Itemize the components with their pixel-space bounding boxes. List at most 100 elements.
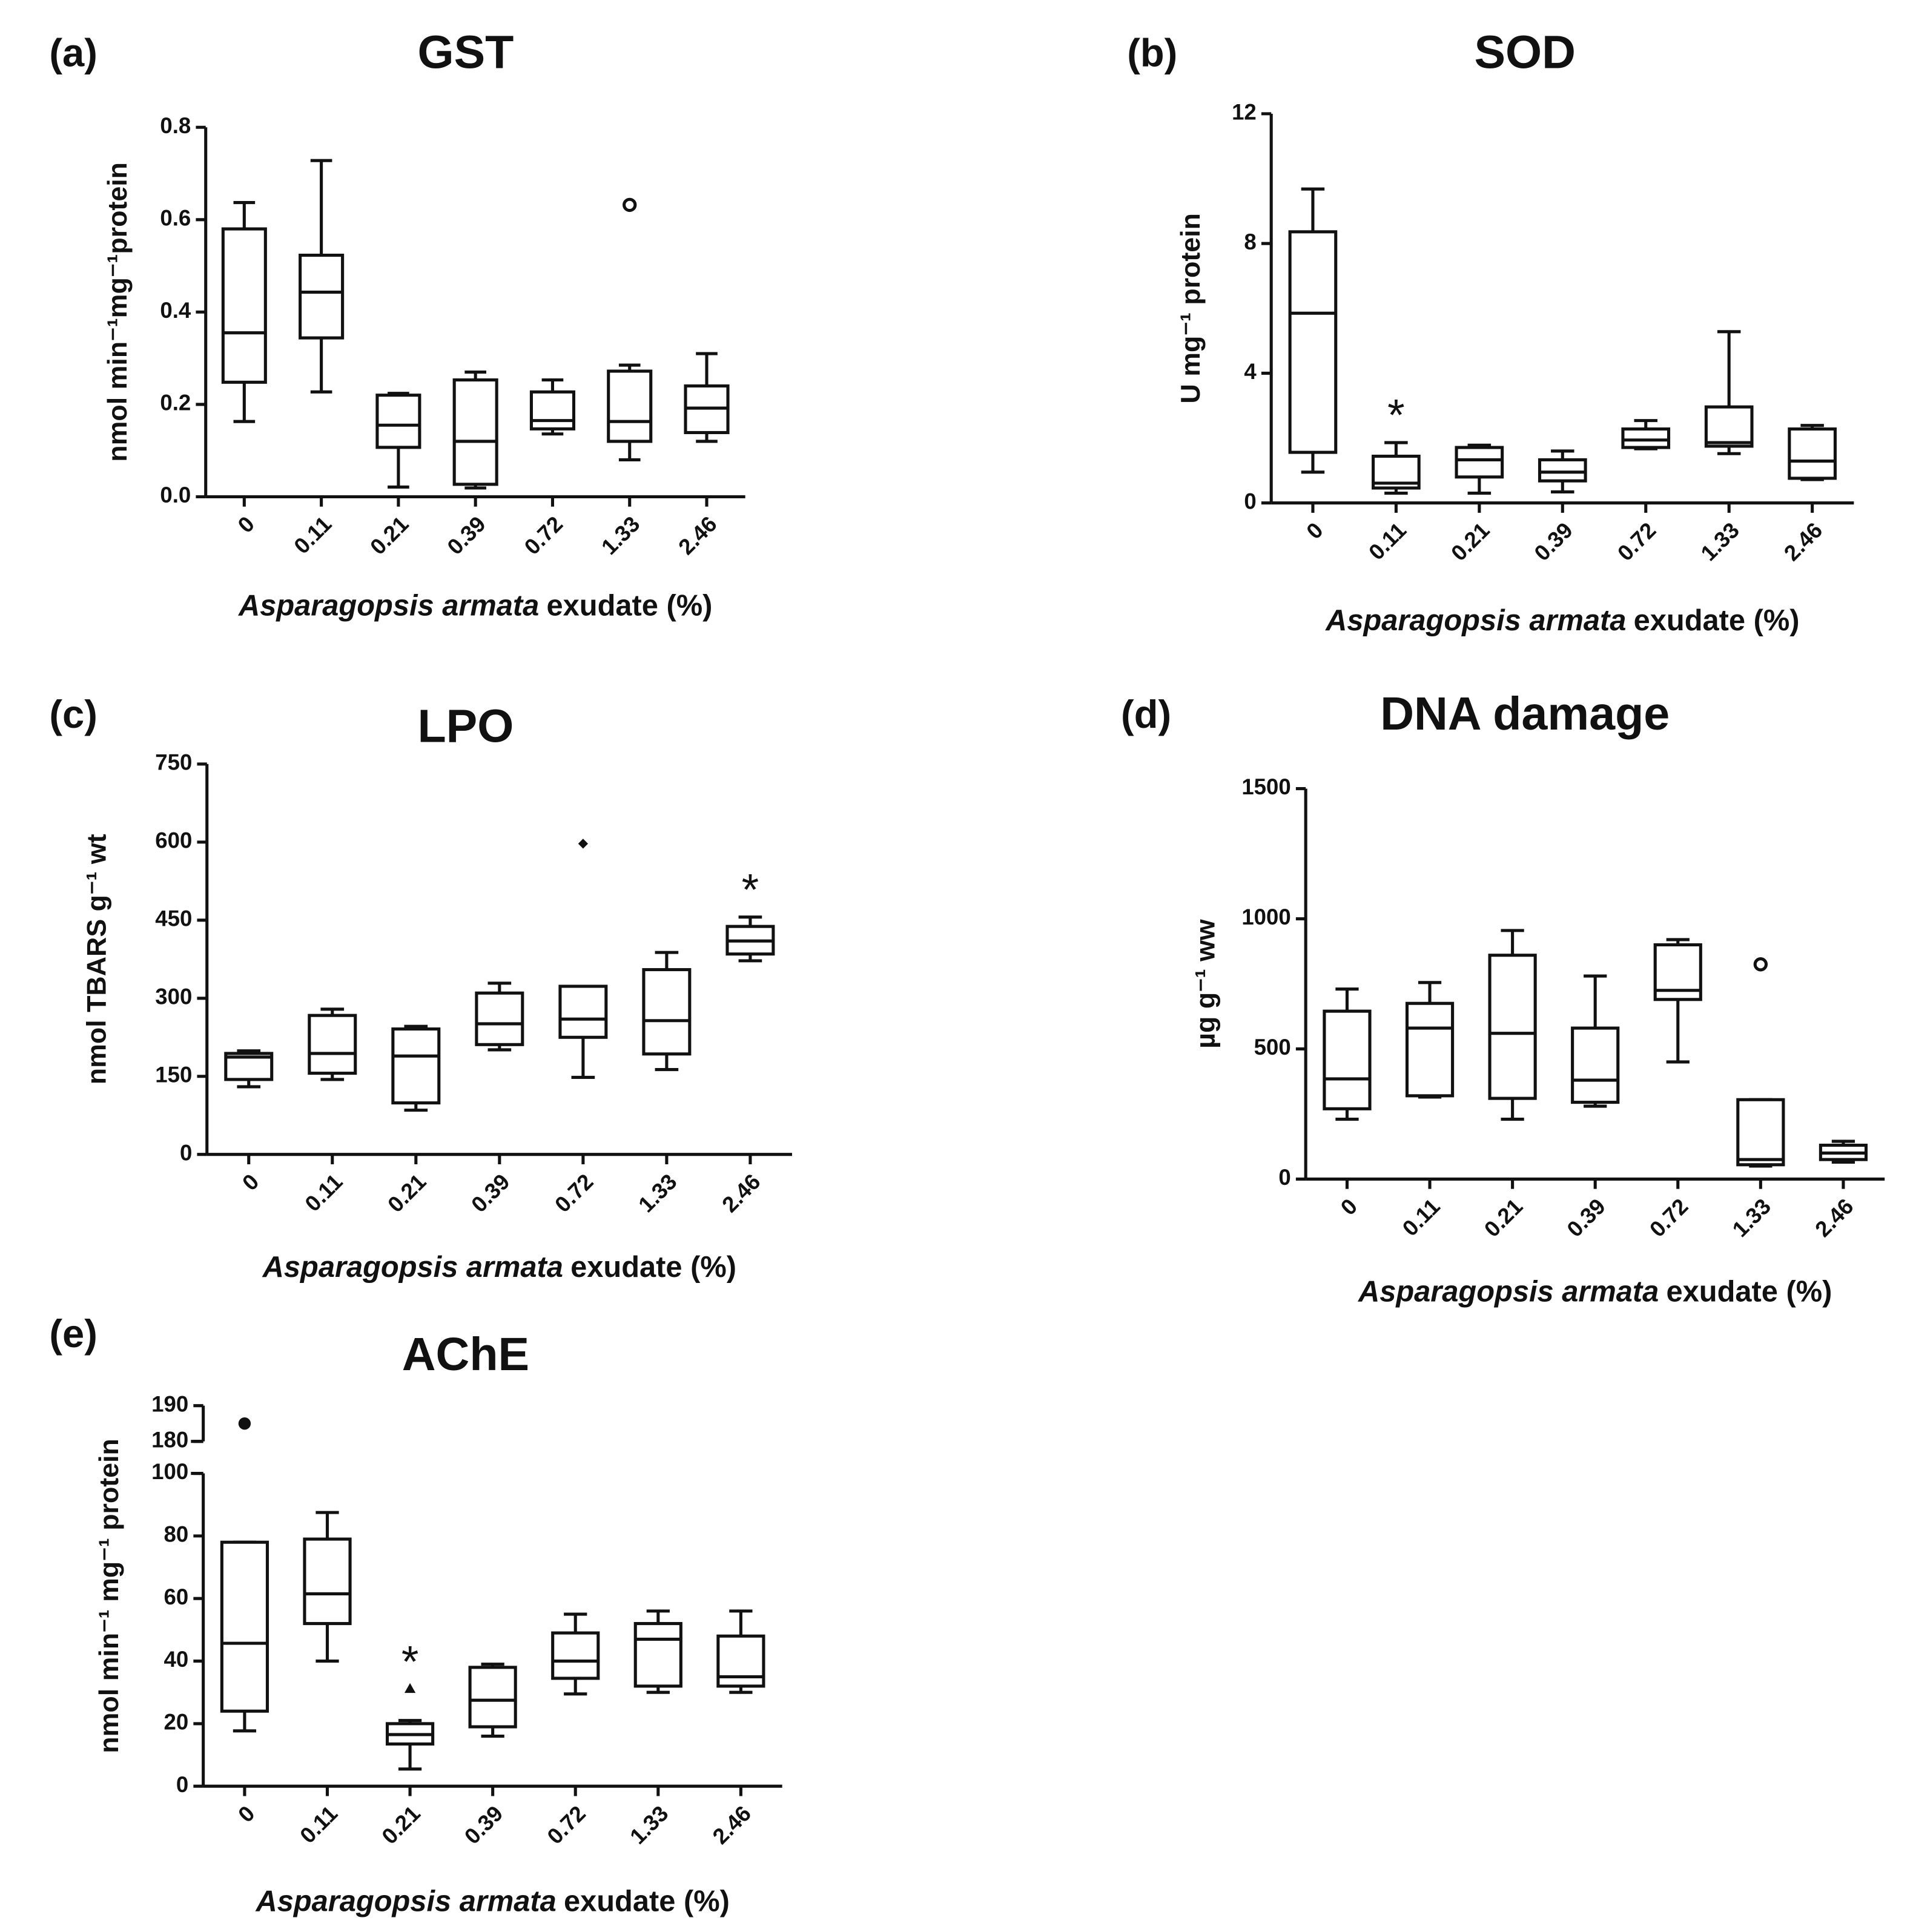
x-tick-label: 1.33 — [633, 1169, 681, 1217]
y-tick-label: 8 — [1244, 229, 1256, 254]
x-tick-label: 0.11 — [1398, 1194, 1445, 1241]
box — [716, 1634, 765, 1688]
box — [607, 369, 653, 443]
box — [299, 254, 345, 340]
x-axis-label-part: Asparagopsis armata — [262, 1251, 563, 1284]
y-tick-label: 600 — [155, 828, 192, 853]
chart-title: GST — [417, 27, 514, 79]
x-axis-label-part: exudate (%) — [546, 589, 712, 622]
panel-label: (d) — [1121, 692, 1171, 736]
significance-mark: * — [1387, 391, 1405, 440]
x-tick-label: 1.33 — [596, 512, 644, 559]
y-tick-label: 0.2 — [160, 391, 191, 415]
box — [1288, 230, 1338, 454]
y-tick-label: 190 — [151, 1391, 188, 1416]
x-axis-label: Asparagopsis armata exudate (%) — [262, 1251, 736, 1284]
x-tick-label: 0.11 — [295, 1801, 342, 1848]
x-tick-label: 0.39 — [466, 1169, 514, 1217]
x-tick-label: 0.39 — [460, 1801, 507, 1848]
x-tick-label: 1.33 — [625, 1801, 673, 1848]
box — [221, 227, 267, 384]
x-tick-label: 0.39 — [1562, 1194, 1610, 1242]
x-tick-label: 2.46 — [1810, 1194, 1858, 1242]
x-tick-label: 0 — [1336, 1194, 1362, 1220]
panel: (b) SOD U mg⁻¹ protein Asparagopsis armata e… — [1127, 27, 1854, 637]
x-tick-label: 0.21 — [365, 512, 413, 559]
box — [468, 1666, 517, 1729]
x-axis-label-part: Asparagopsis armata — [1358, 1275, 1659, 1308]
x-tick-label: 0.72 — [520, 512, 567, 559]
box — [1621, 427, 1671, 449]
y-tick-label: 0 — [180, 1140, 192, 1165]
box — [1704, 405, 1754, 448]
x-tick-label: 1.33 — [1728, 1194, 1776, 1242]
x-axis-label: Asparagopsis armata exudate (%) — [255, 1885, 729, 1917]
outlier — [623, 197, 637, 213]
axis-break — [191, 1440, 203, 1475]
box — [1538, 458, 1587, 483]
x-tick-label: 0.72 — [543, 1801, 590, 1848]
x-tick-label: 0.21 — [383, 1169, 431, 1217]
x-axis-label-part: Asparagopsis armata — [1325, 604, 1626, 637]
y-tick-label: 300 — [155, 984, 192, 1009]
y-tick-label: 180 — [151, 1427, 188, 1452]
y-tick-label: 500 — [1254, 1035, 1291, 1060]
x-tick-label: 0 — [233, 512, 259, 538]
y-tick-label: 0.0 — [160, 483, 191, 507]
chart-title: AChE — [402, 1328, 529, 1380]
box — [642, 968, 692, 1056]
outlier — [238, 1417, 251, 1430]
box — [391, 1027, 441, 1105]
y-tick-label: 40 — [164, 1647, 188, 1672]
panel: (c) LPO nmol TBARS g⁻¹ wt Asparagopsis arma… — [49, 692, 792, 1284]
box — [475, 991, 524, 1046]
x-tick-label: 0.21 — [1479, 1194, 1527, 1242]
box — [308, 1014, 357, 1075]
x-axis-label-part: exudate (%) — [564, 1885, 730, 1917]
box — [1571, 1026, 1620, 1104]
panel: (a) GST nmol min⁻¹mg⁻¹protein Asparagopsis … — [49, 27, 745, 622]
box — [375, 394, 421, 449]
y-tick-label: 80 — [164, 1522, 188, 1547]
y-tick-label: 0.6 — [160, 205, 191, 230]
y-tick-label: 0 — [1278, 1165, 1290, 1190]
panel-label: (e) — [49, 1311, 97, 1356]
x-tick-label: 0.21 — [1446, 518, 1494, 565]
box — [1736, 1098, 1785, 1167]
y-axis-label: µg g⁻¹ ww — [1190, 919, 1220, 1049]
x-tick-label: 0 — [237, 1169, 263, 1195]
x-tick-label: 2.46 — [717, 1169, 765, 1217]
box — [529, 390, 575, 430]
box — [558, 984, 608, 1039]
x-tick-label: 0.72 — [1613, 518, 1660, 565]
significance-mark: * — [742, 865, 759, 914]
x-tick-label: 0 — [233, 1801, 259, 1827]
x-tick-label: 2.46 — [673, 512, 721, 559]
y-axis-label: U mg⁻¹ protein — [1175, 213, 1206, 403]
box — [303, 1537, 352, 1626]
chart-title: LPO — [417, 700, 514, 752]
y-axis-label: nmol TBARS g⁻¹ wt — [82, 834, 112, 1084]
x-tick-label: 0.11 — [1364, 518, 1411, 565]
y-tick-label: 150 — [155, 1062, 192, 1087]
box — [1788, 427, 1837, 480]
y-tick-label: 1000 — [1241, 905, 1290, 929]
box — [1323, 1009, 1372, 1110]
panel: (d) DNA damage µg g⁻¹ ww Asparagopsis armat… — [1121, 688, 1885, 1308]
y-tick-label: 4 — [1244, 359, 1257, 384]
y-tick-label: 20 — [164, 1710, 188, 1735]
y-tick-label: 60 — [164, 1584, 188, 1609]
x-tick-label: 0.39 — [442, 512, 490, 559]
x-axis-label: Asparagopsis armata exudate (%) — [238, 589, 712, 622]
y-tick-label: 0 — [176, 1772, 188, 1797]
outlier — [1753, 957, 1768, 972]
box — [220, 1540, 269, 1713]
y-tick-label: 0.8 — [160, 113, 191, 138]
chart-title: DNA damage — [1380, 688, 1670, 740]
box — [452, 378, 498, 486]
x-tick-label: 0.72 — [550, 1169, 598, 1217]
panel: (e) AChE nmol min⁻¹ mg⁻¹ protein Asparagops… — [49, 1311, 782, 1917]
x-tick-label: 0.11 — [289, 512, 336, 559]
y-tick-label: 1500 — [1241, 774, 1290, 799]
